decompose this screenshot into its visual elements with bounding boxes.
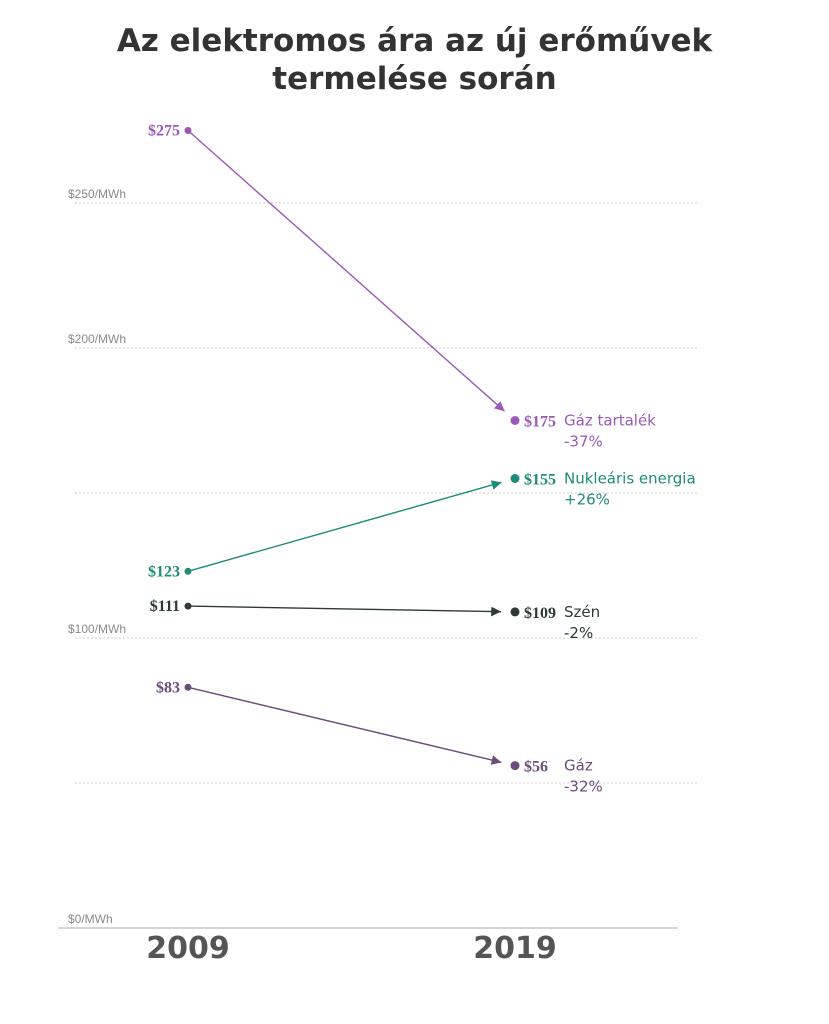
- series-name-label: Gáz tartalék: [564, 412, 656, 430]
- series-line: [187, 605, 502, 617]
- series-change-label: -32%: [564, 778, 603, 796]
- end-value-label: $56: [524, 759, 548, 776]
- start-point: [184, 602, 192, 610]
- y-tick-label: $100/MWh: [68, 622, 126, 636]
- series-group: $111 $109 Szén -2%: [150, 598, 600, 642]
- end-value-label: $175: [524, 414, 556, 431]
- start-value-label: $275: [148, 123, 180, 140]
- series-change-label: -2%: [564, 624, 593, 642]
- series-line: [187, 480, 502, 572]
- series-layer: $275 $175 Gáz tartalék -37% $123 $155 Nukleári…: [148, 123, 696, 796]
- end-point: [510, 416, 520, 425]
- series-line: [187, 129, 505, 412]
- start-value-label: $111: [150, 598, 180, 615]
- start-value-label: $123: [148, 563, 180, 580]
- start-point: [184, 567, 192, 575]
- end-value-label: $155: [524, 472, 556, 489]
- series-name-label: Nukleáris energia: [564, 470, 696, 488]
- y-tick-label: $200/MWh: [68, 332, 126, 346]
- end-point: [510, 474, 520, 483]
- series-group: $275 $175 Gáz tartalék -37%: [148, 123, 656, 451]
- start-point: [184, 683, 192, 691]
- end-point: [510, 607, 520, 617]
- axis-layer: $0/MWh $100/MWh $200/MWh $250/MWh 2009 2019: [58, 187, 678, 966]
- series-group: $123 $155 Nukleáris energia +26%: [148, 470, 696, 581]
- chart-title: Az elektromos ára az új erőművek termelé…: [0, 22, 829, 98]
- series-change-label: -37%: [564, 433, 603, 451]
- y-tick-label: $0/MWh: [68, 912, 113, 926]
- start-point: [184, 127, 192, 134]
- end-value-label: $109: [524, 605, 556, 622]
- x-category-label: 2009: [146, 931, 230, 966]
- x-category-label: 2019: [473, 931, 557, 966]
- y-tick-label: $250/MWh: [68, 187, 126, 201]
- chart-title-line-2: termelése során: [272, 61, 557, 97]
- series-change-label: +26%: [564, 491, 610, 509]
- series-line: [187, 686, 502, 765]
- series-name-label: Szén: [564, 603, 600, 621]
- chart-title-line-1: Az elektromos ára az új erőművek: [116, 23, 713, 59]
- series-name-label: Gáz: [564, 757, 593, 775]
- start-value-label: $83: [156, 679, 180, 696]
- end-point: [510, 761, 520, 771]
- series-group: $83 $56 Gáz -32%: [156, 679, 603, 795]
